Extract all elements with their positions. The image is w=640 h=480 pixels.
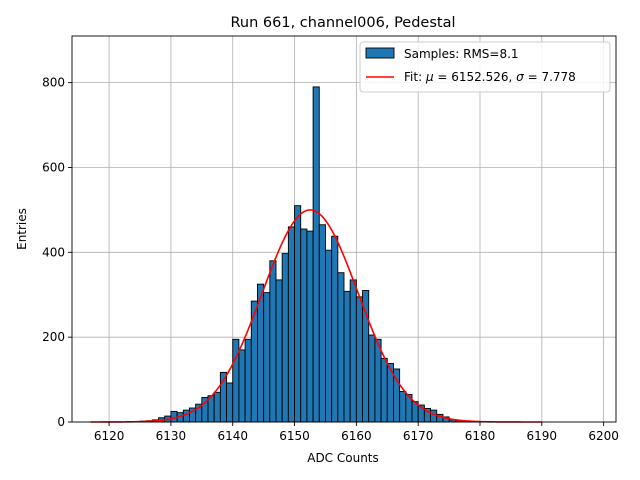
x-axis-label: ADC Counts bbox=[307, 451, 379, 465]
y-tick-label: 0 bbox=[57, 415, 65, 429]
y-tick-label: 800 bbox=[42, 76, 65, 90]
y-tick-label: 600 bbox=[42, 160, 65, 174]
histogram-bar bbox=[275, 279, 283, 423]
legend-box bbox=[359, 41, 611, 93]
histogram-bar bbox=[331, 235, 339, 423]
histogram-bar bbox=[294, 205, 302, 423]
histogram-bar bbox=[306, 230, 314, 423]
histogram-bar bbox=[312, 86, 320, 423]
y-tick-label: 200 bbox=[42, 330, 65, 344]
histogram-bar bbox=[226, 382, 234, 423]
legend-label-samples: Samples: RMS=8.1 bbox=[404, 47, 519, 61]
histogram-bar bbox=[238, 349, 246, 423]
x-tick-label: 6140 bbox=[217, 429, 248, 443]
histogram-bar bbox=[337, 272, 345, 423]
chart-title: Run 661, channel006, Pedestal bbox=[230, 15, 455, 31]
legend-swatch-samples bbox=[365, 47, 395, 59]
x-tick-label: 6170 bbox=[403, 429, 434, 443]
histogram-bar bbox=[281, 253, 289, 423]
x-tick-label: 6130 bbox=[156, 429, 187, 443]
histogram-bar bbox=[213, 391, 221, 423]
histogram-bar bbox=[318, 224, 326, 423]
legend: Samples: RMS=8.1 Fit: μ = 6152.526, σ = … bbox=[359, 41, 611, 93]
histogram-bar bbox=[343, 290, 351, 423]
histogram-bar bbox=[269, 260, 277, 423]
histogram-bar bbox=[374, 338, 382, 423]
histogram-bar bbox=[368, 334, 376, 423]
x-tick-label: 6180 bbox=[465, 429, 496, 443]
y-axis-label: Entries bbox=[15, 208, 29, 250]
x-tick-label: 6190 bbox=[527, 429, 558, 443]
fit-curve bbox=[90, 209, 542, 423]
histogram-bar bbox=[349, 279, 357, 423]
histogram-bar bbox=[380, 357, 388, 423]
x-tick-label: 6120 bbox=[94, 429, 125, 443]
legend-label-fit: Fit: μ = 6152.526, σ = 7.778 bbox=[404, 70, 576, 84]
plot-frame bbox=[71, 35, 617, 423]
x-tick-label: 6150 bbox=[279, 429, 310, 443]
histogram-bar bbox=[287, 226, 295, 423]
y-tick-label: 400 bbox=[42, 245, 65, 259]
histogram-bar bbox=[182, 409, 190, 423]
x-tick-label: 6200 bbox=[588, 429, 619, 443]
x-tick-label: 6160 bbox=[341, 429, 372, 443]
histogram-bar bbox=[170, 410, 178, 423]
x-axis-ticks: 6120 6130 6140 6150 6160 6170 6180 6190 6200 bbox=[94, 422, 619, 443]
y-axis-ticks: 0 200 400 600 800 bbox=[42, 76, 72, 429]
histogram-bar bbox=[325, 249, 333, 423]
histogram-bar bbox=[430, 409, 438, 423]
histogram-bar bbox=[300, 228, 308, 423]
histogram-bar bbox=[355, 296, 363, 423]
histogram-bar bbox=[362, 290, 370, 423]
histogram-bars bbox=[139, 86, 481, 423]
histogram-bar bbox=[244, 338, 252, 423]
histogram-bar bbox=[399, 391, 407, 423]
histogram-bar bbox=[263, 292, 271, 423]
